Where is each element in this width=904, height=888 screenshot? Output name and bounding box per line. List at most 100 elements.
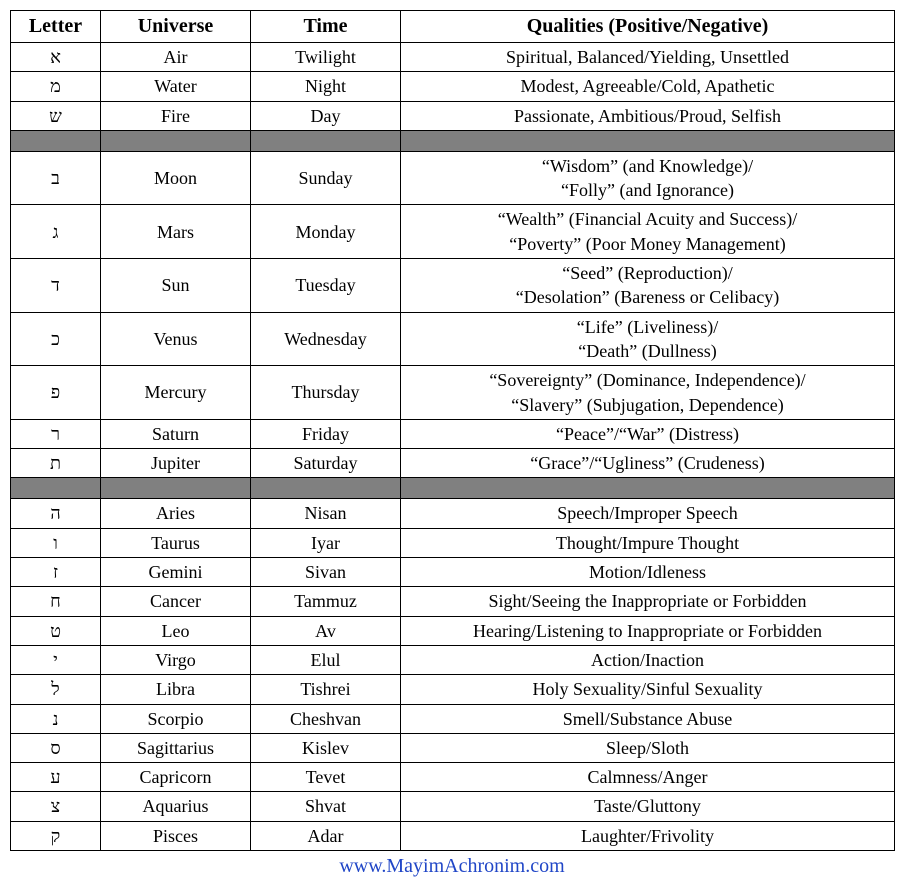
cell-qualities: Laughter/Frivolity bbox=[401, 821, 895, 850]
cell-qualities: Sleep/Sloth bbox=[401, 733, 895, 762]
table-row: בMoonSunday“Wisdom” (and Knowledge)/“Fol… bbox=[11, 151, 895, 205]
cell-qualities: Speech/Improper Speech bbox=[401, 499, 895, 528]
table-row: טLeoAvHearing/Listening to Inappropriate… bbox=[11, 616, 895, 645]
cell-qualities: Spiritual, Balanced/Yielding, Unsettled bbox=[401, 43, 895, 72]
cell-letter: ב bbox=[11, 151, 101, 205]
cell-time: Kislev bbox=[251, 733, 401, 762]
cell-time: Day bbox=[251, 101, 401, 130]
cell-time: Tuesday bbox=[251, 259, 401, 313]
table-row: הAriesNisanSpeech/Improper Speech bbox=[11, 499, 895, 528]
separator-cell bbox=[251, 478, 401, 499]
cell-letter: ה bbox=[11, 499, 101, 528]
table-row: יVirgoElulAction/Inaction bbox=[11, 645, 895, 674]
cell-letter: א bbox=[11, 43, 101, 72]
cell-time: Friday bbox=[251, 419, 401, 448]
cell-letter: ש bbox=[11, 101, 101, 130]
cell-universe: Moon bbox=[101, 151, 251, 205]
section-separator bbox=[11, 130, 895, 151]
cell-time: Saturday bbox=[251, 449, 401, 478]
table-row: סSagittariusKislevSleep/Sloth bbox=[11, 733, 895, 762]
separator-cell bbox=[11, 478, 101, 499]
separator-cell bbox=[101, 130, 251, 151]
cell-time: Twilight bbox=[251, 43, 401, 72]
table-row: נScorpioCheshvanSmell/Substance Abuse bbox=[11, 704, 895, 733]
separator-cell bbox=[101, 478, 251, 499]
col-time: Time bbox=[251, 11, 401, 43]
cell-letter: ק bbox=[11, 821, 101, 850]
cell-time: Tevet bbox=[251, 763, 401, 792]
footer-link[interactable]: www.MayimAchronim.com bbox=[10, 851, 894, 878]
table-row: זGeminiSivanMotion/Idleness bbox=[11, 558, 895, 587]
cell-letter: נ bbox=[11, 704, 101, 733]
table-row: פMercuryThursday“Sovereignty” (Dominance… bbox=[11, 366, 895, 420]
cell-qualities: Modest, Agreeable/Cold, Apathetic bbox=[401, 72, 895, 101]
cell-universe: Fire bbox=[101, 101, 251, 130]
table-row: דSunTuesday“Seed” (Reproduction)/“Desola… bbox=[11, 259, 895, 313]
cell-letter: ו bbox=[11, 528, 101, 557]
cell-letter: ס bbox=[11, 733, 101, 762]
cell-qualities: “Seed” (Reproduction)/“Desolation” (Bare… bbox=[401, 259, 895, 313]
table-row: כVenusWednesday“Life” (Liveliness)/“Deat… bbox=[11, 312, 895, 366]
cell-time: Elul bbox=[251, 645, 401, 674]
cell-time: Tishrei bbox=[251, 675, 401, 704]
table-row: חCancerTammuzSight/Seeing the Inappropri… bbox=[11, 587, 895, 616]
cell-time: Thursday bbox=[251, 366, 401, 420]
table-row: גMarsMonday“Wealth” (Financial Acuity an… bbox=[11, 205, 895, 259]
cell-universe: Sun bbox=[101, 259, 251, 313]
table-row: תJupiterSaturday“Grace”/“Ugliness” (Crud… bbox=[11, 449, 895, 478]
section-separator bbox=[11, 478, 895, 499]
cell-qualities: Smell/Substance Abuse bbox=[401, 704, 895, 733]
cell-universe: Mercury bbox=[101, 366, 251, 420]
header-row: Letter Universe Time Qualities (Positive… bbox=[11, 11, 895, 43]
col-qualities: Qualities (Positive/Negative) bbox=[401, 11, 895, 43]
cell-qualities: Taste/Gluttony bbox=[401, 792, 895, 821]
cell-letter: ג bbox=[11, 205, 101, 259]
letters-table: Letter Universe Time Qualities (Positive… bbox=[10, 10, 895, 851]
cell-qualities: Holy Sexuality/Sinful Sexuality bbox=[401, 675, 895, 704]
cell-universe: Scorpio bbox=[101, 704, 251, 733]
cell-letter: פ bbox=[11, 366, 101, 420]
cell-letter: ז bbox=[11, 558, 101, 587]
cell-letter: ח bbox=[11, 587, 101, 616]
table-row: אAirTwilightSpiritual, Balanced/Yielding… bbox=[11, 43, 895, 72]
cell-qualities: “Peace”/“War” (Distress) bbox=[401, 419, 895, 448]
cell-letter: י bbox=[11, 645, 101, 674]
cell-universe: Mars bbox=[101, 205, 251, 259]
separator-cell bbox=[401, 130, 895, 151]
cell-universe: Gemini bbox=[101, 558, 251, 587]
cell-letter: ד bbox=[11, 259, 101, 313]
cell-qualities: Passionate, Ambitious/Proud, Selfish bbox=[401, 101, 895, 130]
cell-qualities: Sight/Seeing the Inappropriate or Forbid… bbox=[401, 587, 895, 616]
cell-universe: Sagittarius bbox=[101, 733, 251, 762]
separator-cell bbox=[401, 478, 895, 499]
table-row: מWaterNightModest, Agreeable/Cold, Apath… bbox=[11, 72, 895, 101]
cell-universe: Cancer bbox=[101, 587, 251, 616]
cell-universe: Capricorn bbox=[101, 763, 251, 792]
cell-time: Nisan bbox=[251, 499, 401, 528]
cell-universe: Pisces bbox=[101, 821, 251, 850]
table-row: וTaurusIyarThought/Impure Thought bbox=[11, 528, 895, 557]
cell-qualities: “Sovereignty” (Dominance, Independence)/… bbox=[401, 366, 895, 420]
cell-time: Tammuz bbox=[251, 587, 401, 616]
cell-universe: Libra bbox=[101, 675, 251, 704]
col-universe: Universe bbox=[101, 11, 251, 43]
table-row: קPiscesAdarLaughter/Frivolity bbox=[11, 821, 895, 850]
table-row: לLibraTishreiHoly Sexuality/Sinful Sexua… bbox=[11, 675, 895, 704]
cell-universe: Virgo bbox=[101, 645, 251, 674]
cell-qualities: “Wisdom” (and Knowledge)/“Folly” (and Ig… bbox=[401, 151, 895, 205]
cell-qualities: Thought/Impure Thought bbox=[401, 528, 895, 557]
cell-letter: מ bbox=[11, 72, 101, 101]
cell-letter: ע bbox=[11, 763, 101, 792]
cell-qualities: Motion/Idleness bbox=[401, 558, 895, 587]
cell-letter: ט bbox=[11, 616, 101, 645]
cell-letter: כ bbox=[11, 312, 101, 366]
cell-qualities: Calmness/Anger bbox=[401, 763, 895, 792]
cell-letter: צ bbox=[11, 792, 101, 821]
table-row: עCapricornTevetCalmness/Anger bbox=[11, 763, 895, 792]
cell-universe: Aquarius bbox=[101, 792, 251, 821]
cell-time: Sivan bbox=[251, 558, 401, 587]
cell-letter: ר bbox=[11, 419, 101, 448]
cell-universe: Jupiter bbox=[101, 449, 251, 478]
cell-time: Sunday bbox=[251, 151, 401, 205]
table-row: שFireDayPassionate, Ambitious/Proud, Sel… bbox=[11, 101, 895, 130]
